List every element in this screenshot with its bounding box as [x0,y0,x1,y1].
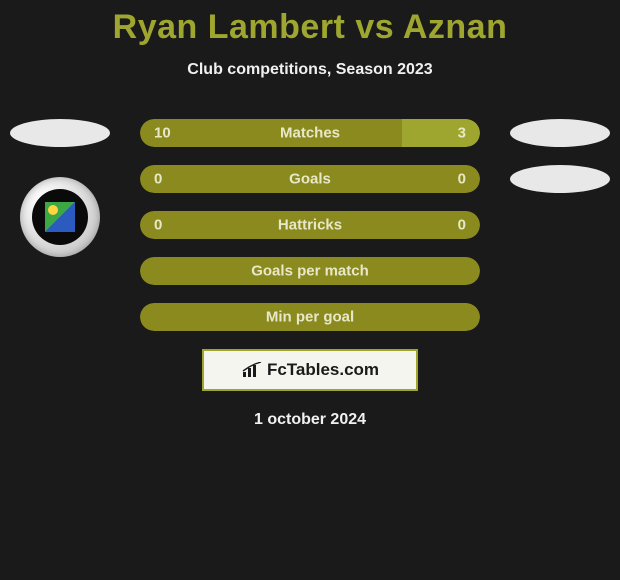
stat-value-right: 0 [458,217,466,234]
stat-value-left: 0 [154,217,162,234]
stat-label: Min per goal [266,309,354,326]
stat-label: Goals per match [251,263,369,280]
bar-segment-left [140,119,402,147]
stat-value-right: 3 [458,125,466,142]
stat-bar: Hattricks 0 0 [140,211,480,239]
stat-row: Min per goal [0,303,620,331]
page-subtitle: Club competitions, Season 2023 [0,61,620,79]
stat-value-right: 0 [458,171,466,188]
bar-segment-right [402,119,480,147]
stat-bar: Goals 0 0 [140,165,480,193]
stat-label: Matches [280,125,340,142]
stat-row: Goals 0 0 [0,165,620,193]
date-label: 1 october 2024 [0,411,620,429]
stat-row: Goals per match [0,257,620,285]
stat-row: Matches 10 3 [0,119,620,147]
stat-value-left: 0 [154,171,162,188]
stat-label: Hattricks [278,217,342,234]
stat-label: Goals [289,171,331,188]
brand-box[interactable]: FcTables.com [202,349,418,391]
stat-bar: Matches 10 3 [140,119,480,147]
page-title: Ryan Lambert vs Aznan [0,0,620,47]
bar-chart-icon [241,362,263,378]
stat-bar: Min per goal [140,303,480,331]
stat-row: Hattricks 0 0 [0,211,620,239]
stat-value-left: 10 [154,125,171,142]
brand-text: FcTables.com [267,360,379,380]
stat-bar: Goals per match [140,257,480,285]
comparison-chart: Matches 10 3 Goals 0 0 Hattricks 0 0 Goals per ma… [0,119,620,331]
